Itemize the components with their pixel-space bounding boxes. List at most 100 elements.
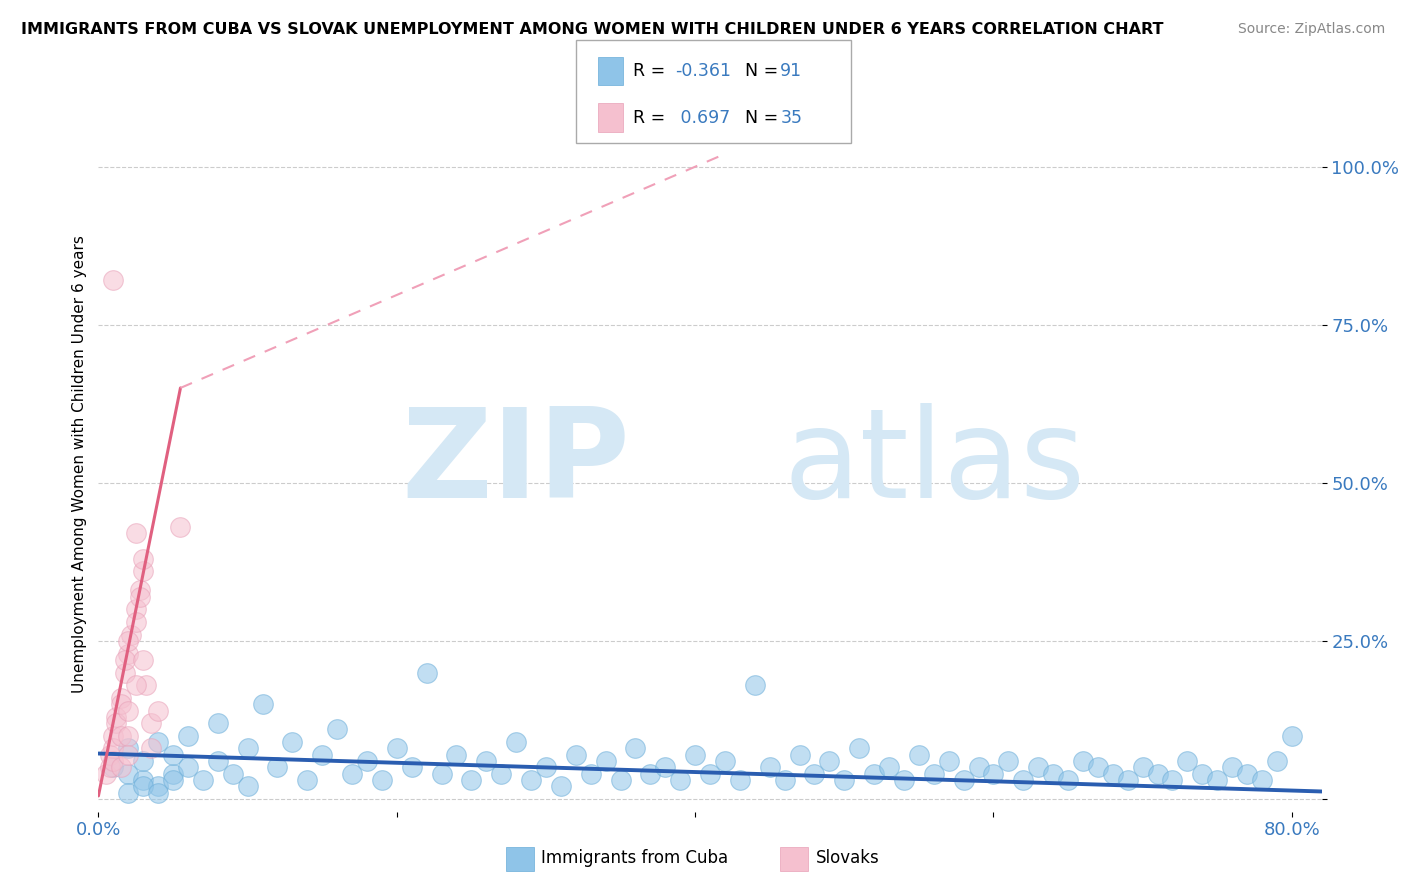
Point [281, 735, 304, 749]
Point [683, 747, 706, 762]
Point [385, 741, 408, 756]
Point [146, 786, 169, 800]
Point [848, 741, 870, 756]
Point [103, 729, 125, 743]
Point [132, 551, 155, 566]
Point [609, 773, 631, 788]
Point [117, 766, 139, 780]
Point [1042, 766, 1064, 780]
Text: N =: N = [734, 62, 783, 79]
Point [236, 780, 259, 794]
Point [221, 766, 243, 780]
Point [938, 754, 960, 768]
Point [169, 520, 191, 534]
Point [326, 723, 349, 737]
Point [252, 697, 274, 711]
Text: Source: ZipAtlas.com: Source: ZipAtlas.com [1237, 22, 1385, 37]
Point [967, 760, 990, 774]
Point [818, 754, 841, 768]
Text: N =: N = [734, 109, 783, 127]
Point [162, 766, 184, 780]
Point [110, 760, 132, 774]
Y-axis label: Unemployment Among Women with Children Under 6 years: Unemployment Among Women with Children U… [72, 235, 87, 693]
Point [489, 766, 512, 780]
Point [803, 766, 825, 780]
Point [922, 766, 945, 780]
Point [103, 754, 125, 768]
Point [125, 526, 148, 541]
Point [129, 590, 152, 604]
Point [997, 754, 1019, 768]
Point [1281, 729, 1303, 743]
Point [654, 760, 676, 774]
Point [105, 716, 128, 731]
Point [520, 773, 543, 788]
Point [125, 678, 148, 692]
Point [103, 273, 125, 287]
Point [139, 716, 162, 731]
Point [446, 747, 468, 762]
Point [952, 773, 974, 788]
Text: IMMIGRANTS FROM CUBA VS SLOVAK UNEMPLOYMENT AMONG WOMEN WITH CHILDREN UNDER 6 YE: IMMIGRANTS FROM CUBA VS SLOVAK UNEMPLOYM… [21, 22, 1164, 37]
Point [117, 747, 139, 762]
Point [139, 741, 162, 756]
Point [863, 766, 886, 780]
Point [908, 747, 931, 762]
Point [1177, 754, 1199, 768]
Point [132, 754, 155, 768]
Text: Immigrants from Cuba: Immigrants from Cuba [541, 849, 728, 867]
Point [1012, 773, 1035, 788]
Point [1087, 760, 1109, 774]
Point [103, 741, 125, 756]
Point [1057, 773, 1080, 788]
Point [94, 766, 117, 780]
Point [103, 760, 125, 774]
Point [146, 704, 169, 718]
Point [117, 704, 139, 718]
Point [207, 754, 229, 768]
Point [117, 741, 139, 756]
Point [1071, 754, 1094, 768]
Point [191, 773, 214, 788]
Point [1116, 773, 1139, 788]
Point [371, 773, 394, 788]
Point [125, 602, 148, 616]
Point [132, 773, 155, 788]
Point [132, 780, 155, 794]
Point [110, 729, 132, 743]
Point [415, 665, 437, 680]
Point [1146, 766, 1168, 780]
Point [534, 760, 557, 774]
Point [266, 760, 288, 774]
Point [132, 565, 155, 579]
Point [110, 690, 132, 705]
Text: R =: R = [633, 62, 671, 79]
Point [110, 697, 132, 711]
Point [340, 766, 363, 780]
Point [475, 754, 498, 768]
Point [714, 754, 737, 768]
Point [1236, 766, 1258, 780]
Point [162, 747, 184, 762]
Point [669, 773, 692, 788]
Text: -0.361: -0.361 [675, 62, 731, 79]
Point [401, 760, 423, 774]
Point [120, 627, 142, 641]
Point [758, 760, 780, 774]
Point [177, 729, 200, 743]
Point [1161, 773, 1184, 788]
Text: ZIP: ZIP [402, 403, 630, 524]
Point [117, 634, 139, 648]
Text: 0.697: 0.697 [675, 109, 730, 127]
Point [832, 773, 855, 788]
Point [1206, 773, 1229, 788]
Point [297, 773, 319, 788]
Point [117, 786, 139, 800]
Point [98, 760, 121, 774]
Point [773, 773, 796, 788]
Point [1026, 760, 1049, 774]
Point [132, 653, 155, 667]
Point [550, 780, 572, 794]
Point [177, 760, 200, 774]
Point [207, 716, 229, 731]
